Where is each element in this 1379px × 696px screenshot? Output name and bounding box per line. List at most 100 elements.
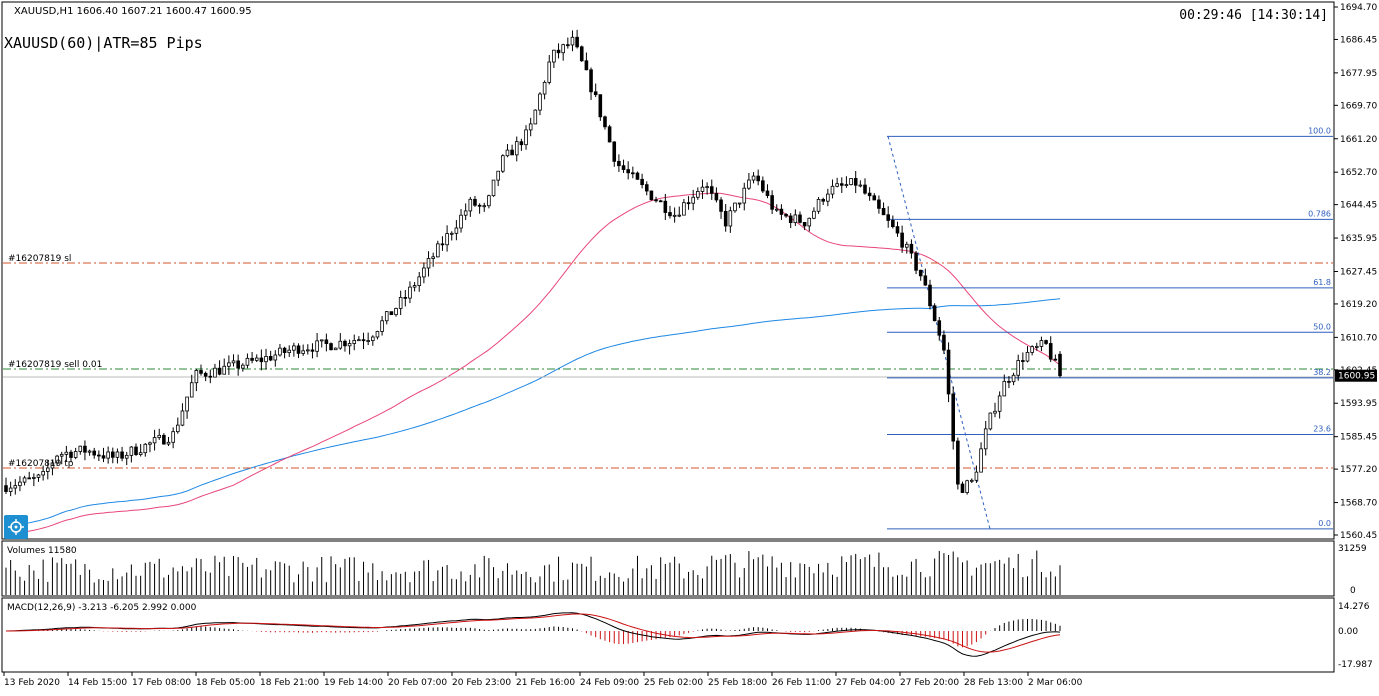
candle-body <box>1039 340 1044 347</box>
candle <box>343 339 347 352</box>
candle <box>552 49 556 68</box>
candle-body <box>668 212 672 217</box>
crosshair-target-button[interactable] <box>4 515 28 539</box>
candle-body <box>301 350 305 354</box>
candle-body <box>1048 343 1053 360</box>
candle <box>510 144 514 156</box>
candle <box>997 391 1002 419</box>
candle <box>974 465 979 483</box>
candle <box>333 347 338 351</box>
candle-body <box>914 252 918 271</box>
candle <box>723 204 728 232</box>
candle <box>27 471 32 480</box>
candle <box>993 402 997 418</box>
candle <box>881 202 886 216</box>
candle-body <box>199 370 203 374</box>
candle <box>445 225 449 252</box>
candle-body <box>83 445 87 453</box>
candle <box>719 197 723 219</box>
volume-histogram <box>5 550 1061 595</box>
candle-body <box>129 446 134 456</box>
candle <box>1048 336 1053 363</box>
candle-body <box>974 471 979 481</box>
fib-level-label: 100.0 <box>1308 126 1331 135</box>
candle-body <box>171 431 175 443</box>
candle-body <box>812 210 816 219</box>
candle-body <box>157 434 162 438</box>
candle <box>394 307 398 317</box>
candle <box>900 225 904 253</box>
candle <box>853 171 858 194</box>
price-tick-label: 1619.20 <box>1340 300 1377 310</box>
candle-body <box>751 175 756 181</box>
candle <box>292 342 296 357</box>
candle <box>501 154 505 174</box>
candle-body <box>603 116 607 128</box>
candle <box>918 269 923 281</box>
candle-body <box>41 471 45 476</box>
candle-body <box>468 198 473 212</box>
candle <box>194 368 199 392</box>
candle-body <box>491 179 496 197</box>
candle <box>482 202 487 212</box>
candle <box>909 239 914 259</box>
candle-body <box>101 455 106 459</box>
candle-body <box>737 202 742 205</box>
candle-body <box>993 410 997 414</box>
candle <box>519 138 524 151</box>
candle-body <box>640 178 644 186</box>
candle <box>891 215 895 229</box>
candle <box>408 281 412 304</box>
candle-body <box>742 187 747 204</box>
candle-body <box>533 109 538 125</box>
server-clock: 00:29:46 [14:30:14] <box>1179 8 1328 23</box>
price-tick-label: 1627.45 <box>1340 267 1377 277</box>
candle-body <box>942 334 946 351</box>
candle <box>923 268 928 286</box>
candle <box>83 440 87 461</box>
fib-level-label: 0.0 <box>1318 519 1331 528</box>
candle <box>496 170 500 187</box>
candle <box>524 125 528 150</box>
candle-body <box>654 199 658 202</box>
candle-body <box>570 36 575 46</box>
time-tick-label: 13 Feb 2020 <box>4 678 60 688</box>
candle <box>612 141 617 167</box>
candle-body <box>631 172 635 175</box>
candle-body <box>152 437 157 444</box>
candle <box>691 189 695 211</box>
candle <box>663 193 668 221</box>
candle-body <box>761 180 765 192</box>
candle <box>384 310 389 325</box>
candle <box>189 374 194 398</box>
candle-body <box>1053 358 1058 361</box>
candle <box>798 211 802 224</box>
time-tick-label: 28 Feb 13:00 <box>964 678 1023 688</box>
candle <box>556 43 561 59</box>
candle-body <box>338 340 343 349</box>
candle <box>617 154 621 172</box>
candle-body <box>691 196 695 204</box>
candle-body <box>872 195 877 201</box>
candle <box>514 136 519 162</box>
candle-body <box>78 445 83 452</box>
time-tick-label: 27 Feb 04:00 <box>836 678 895 688</box>
macd-plot <box>5 612 1061 657</box>
candle <box>621 159 626 173</box>
candle-body <box>733 202 737 212</box>
candle-body <box>635 172 640 180</box>
candle-body <box>487 195 491 207</box>
candle-body <box>310 349 315 352</box>
candle-body <box>185 396 189 412</box>
candle <box>821 197 825 205</box>
candle-body <box>73 451 78 458</box>
candle-body <box>816 199 821 212</box>
candle <box>807 217 812 232</box>
time-tick-label: 24 Feb 09:00 <box>580 678 639 688</box>
candle <box>816 197 821 214</box>
price-tick-label: 1585.45 <box>1340 433 1377 443</box>
candle-body <box>566 44 570 47</box>
candle <box>737 202 742 209</box>
